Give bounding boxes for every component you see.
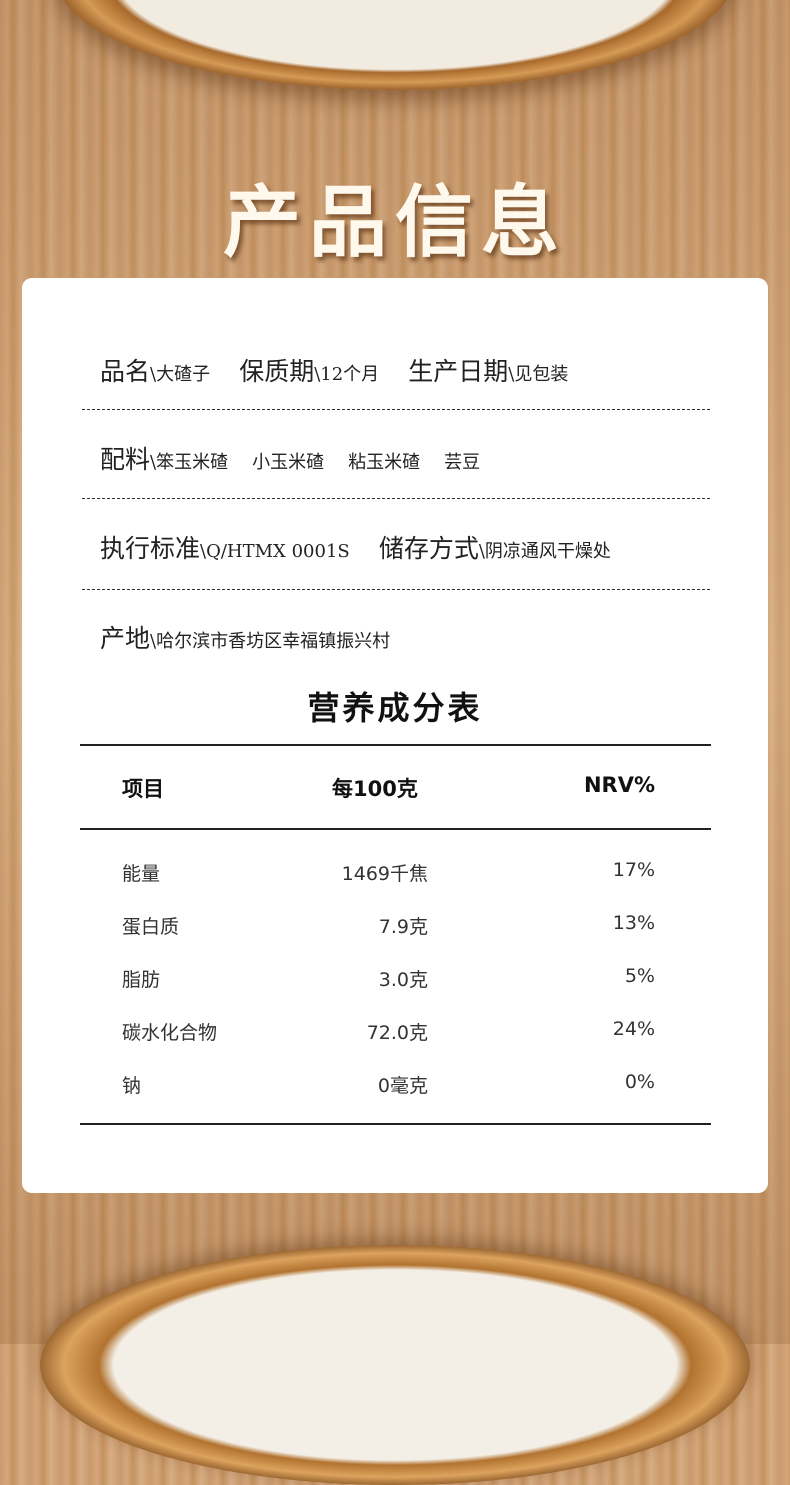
ingredients-label: 配料: [100, 445, 151, 474]
per100g-value: 7.9克: [378, 916, 428, 938]
date-label: 生产日期: [408, 357, 509, 386]
divider: [82, 409, 710, 410]
nutrition-title: 营养成分表: [307, 689, 483, 727]
name-label: 品名: [100, 357, 151, 386]
nrv-value: 17%: [612, 859, 655, 881]
ingredient: 芸豆: [444, 452, 481, 473]
nutrient-name: 能量: [122, 863, 161, 885]
ingredient: 笨玉米碴: [156, 452, 229, 473]
ingredient: 小玉米碴: [252, 452, 325, 473]
table-header-rule: [80, 828, 711, 830]
divider: [82, 498, 710, 499]
nrv-value: 0%: [624, 1071, 655, 1093]
nrv-value: 5%: [624, 965, 655, 987]
nutrient-name: 钠: [122, 1075, 142, 1097]
page-title: 产品信息: [222, 177, 567, 268]
wooden-bowl-bottom-image: [40, 1245, 750, 1485]
standard-value: Q/HTMX 0001S: [206, 541, 350, 562]
name-value: 大碴子: [156, 364, 211, 385]
info-card: [22, 278, 768, 1193]
origin-label: 产地: [100, 624, 151, 653]
info-row-standard: 执行标准\Q/HTMX 0001S 储存方式\阴凉通风干燥处: [100, 534, 611, 563]
info-row-ingredients: 配料\笨玉米碴 小玉米碴 粘玉米碴 芸豆: [100, 445, 481, 474]
info-row-origin: 产地\哈尔滨市香坊区幸福镇振兴村: [100, 624, 391, 653]
nutrient-name: 碳水化合物: [122, 1022, 218, 1044]
table-bottom-rule: [80, 1123, 711, 1125]
header-nrv: NRV%: [583, 773, 655, 797]
table-top-rule: [80, 744, 711, 746]
per100g-value: 0毫克: [377, 1075, 428, 1097]
divider: [82, 589, 710, 590]
ingredient: 粘玉米碴: [348, 452, 421, 473]
shelf-label: 保质期: [239, 357, 315, 386]
origin-value: 哈尔滨市香坊区幸福镇振兴村: [156, 631, 391, 652]
shelf-value: 12个月: [320, 364, 380, 385]
date-value: 见包装: [514, 364, 569, 385]
header-item: 项目: [122, 777, 164, 801]
per100g-value: 3.0克: [378, 969, 428, 991]
nutrient-name: 蛋白质: [122, 916, 180, 938]
standard-label: 执行标准: [100, 534, 201, 563]
header-per100g: 每100克: [332, 777, 418, 801]
storage-label: 储存方式: [378, 534, 479, 563]
info-row-basic: 品名\大碴子 保质期\12个月 生产日期\见包装: [100, 357, 569, 386]
per100g-value: 1469千焦: [341, 863, 428, 885]
nrv-value: 13%: [612, 912, 655, 934]
storage-value: 阴凉通风干燥处: [484, 541, 611, 562]
per100g-value: 72.0克: [366, 1022, 428, 1044]
nrv-value: 24%: [612, 1018, 655, 1040]
nutrient-name: 脂肪: [122, 969, 161, 991]
